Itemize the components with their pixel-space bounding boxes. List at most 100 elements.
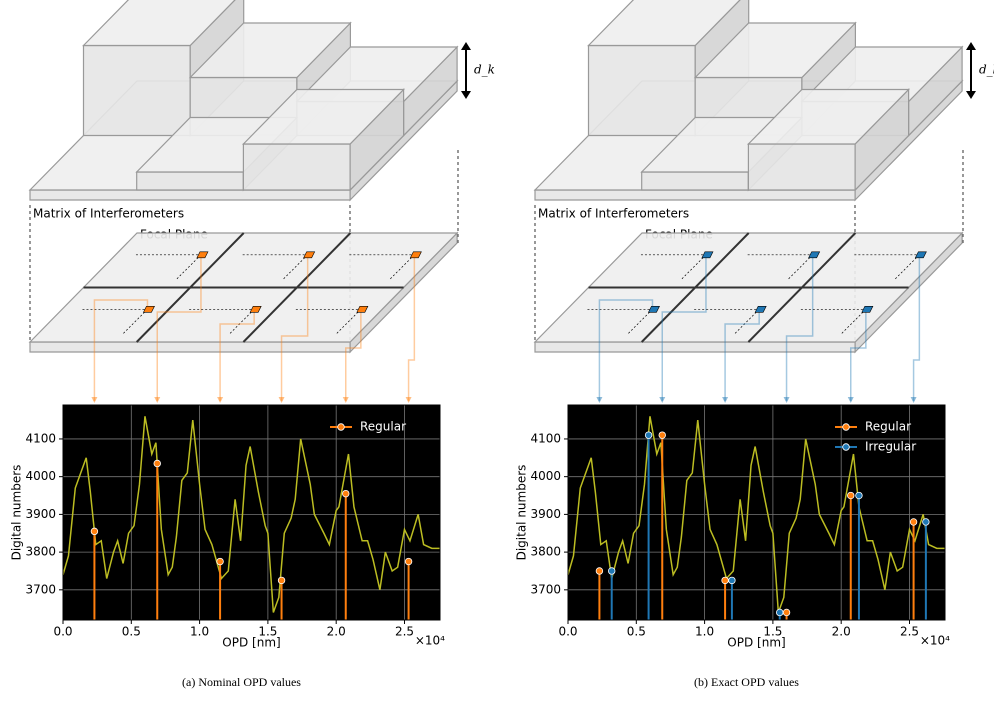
- cell-border: [640, 232, 750, 343]
- cell-border: [135, 232, 245, 343]
- y-tick-label: 3800: [25, 545, 56, 559]
- block-face: [136, 171, 244, 191]
- detector: [647, 305, 660, 313]
- connector: [724, 309, 760, 401]
- detector: [701, 251, 714, 259]
- x-tick-label: 2.5: [900, 625, 919, 639]
- y-tick-label: 3800: [530, 545, 561, 559]
- block-face: [188, 22, 352, 79]
- connector: [785, 254, 814, 401]
- block-face: [29, 341, 351, 353]
- data-line: [62, 416, 440, 613]
- legend-marker: [842, 443, 850, 451]
- stem-marker: [847, 491, 855, 500]
- connector: [407, 254, 416, 401]
- y-tick-label: 3900: [25, 507, 56, 521]
- detector-guide: [627, 309, 653, 335]
- stem-marker: [342, 489, 350, 498]
- plot-frame: [567, 404, 946, 621]
- connector: [850, 309, 867, 401]
- stem-marker: [404, 557, 413, 566]
- detector-guide: [122, 309, 148, 335]
- detector-guide: [175, 254, 202, 281]
- plot-frame: [62, 404, 441, 621]
- block-face: [641, 171, 750, 191]
- legend-label: Irregular: [865, 440, 916, 454]
- y-tick-label: 4100: [530, 431, 561, 445]
- connector-head: [405, 397, 412, 403]
- x-tick-label: 0.5: [627, 625, 646, 639]
- detector-guide: [282, 254, 308, 281]
- x-tick-label: 2.0: [327, 625, 346, 639]
- stem-marker: [782, 608, 791, 617]
- connector: [280, 254, 309, 401]
- detector-guide: [389, 254, 415, 281]
- block-face: [29, 189, 351, 201]
- legend-marker: [337, 423, 345, 431]
- data-line: [567, 416, 945, 613]
- block-face: [587, 44, 696, 137]
- stem-marker: [776, 608, 784, 617]
- plot-area: [63, 405, 440, 620]
- detector: [409, 251, 422, 259]
- y-tick-label: 4000: [25, 469, 56, 483]
- connector-head: [154, 397, 161, 403]
- legend-label: Regular: [865, 420, 911, 434]
- legend-label: Regular: [360, 420, 406, 434]
- connector: [598, 299, 654, 401]
- x-tick-label: 2.5: [395, 625, 414, 639]
- block-face: [534, 189, 856, 201]
- connector: [661, 254, 707, 401]
- y-tick-label: 4100: [25, 431, 56, 445]
- detector-guide: [787, 254, 813, 281]
- x-scale-label: ×10⁴: [415, 634, 445, 648]
- connector-head: [659, 397, 666, 403]
- block-face: [587, 0, 741, 47]
- connector: [912, 254, 921, 401]
- connector-head: [596, 397, 603, 403]
- x-tick-label: 0.0: [53, 625, 72, 639]
- connector: [219, 309, 255, 401]
- stem-marker: [277, 576, 286, 585]
- thickness-label: d_k: [474, 63, 495, 77]
- y-axis-label: Digital numbers: [10, 465, 24, 561]
- stem-marker: [909, 518, 918, 526]
- matrix-label: Matrix of Interferometers: [33, 207, 184, 221]
- y-axis-label: Digital numbers: [515, 465, 529, 561]
- connector-head: [217, 397, 224, 403]
- detector-guide: [680, 254, 707, 281]
- connector-head: [722, 397, 729, 403]
- x-tick-label: 0.0: [558, 625, 577, 639]
- arrow-head: [461, 91, 471, 99]
- detector: [196, 251, 209, 259]
- detector: [356, 305, 369, 313]
- detector-guide: [335, 309, 362, 335]
- arrow-head: [966, 91, 976, 99]
- legend-marker: [842, 423, 850, 431]
- stem-marker: [644, 431, 653, 439]
- detector-guide: [228, 309, 255, 335]
- detector-guide: [894, 254, 920, 281]
- connector-head: [847, 397, 854, 403]
- detector: [914, 251, 927, 259]
- arrow-head: [966, 42, 976, 50]
- detector: [808, 251, 821, 259]
- block-face: [241, 88, 406, 145]
- block-face: [242, 143, 351, 191]
- stem-marker: [658, 431, 666, 439]
- connector: [345, 309, 362, 401]
- x-tick-label: 1.0: [695, 625, 714, 639]
- y-tick-label: 3700: [530, 582, 561, 596]
- x-axis-label: OPD [nm]: [727, 636, 785, 650]
- stem-marker: [595, 567, 604, 575]
- block-face: [693, 22, 857, 79]
- connector-head: [278, 397, 285, 403]
- connector-head: [342, 397, 349, 403]
- stem-marker: [90, 527, 99, 536]
- stem-marker: [153, 459, 161, 468]
- stem-marker: [721, 576, 729, 585]
- detector: [249, 305, 262, 313]
- x-tick-label: 1.0: [190, 625, 209, 639]
- block-face: [747, 143, 856, 191]
